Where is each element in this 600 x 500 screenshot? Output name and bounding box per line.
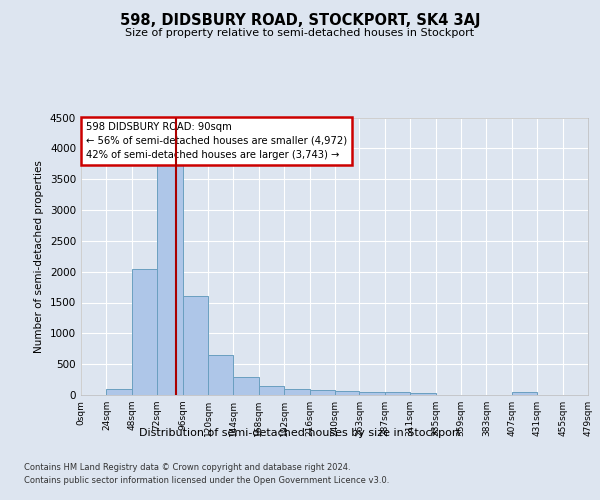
Bar <box>233 377 259 395</box>
Bar <box>385 392 410 395</box>
Y-axis label: Number of semi-detached properties: Number of semi-detached properties <box>34 160 44 352</box>
Text: Size of property relative to semi-detached houses in Stockport: Size of property relative to semi-detach… <box>125 28 475 38</box>
Bar <box>335 390 359 395</box>
Text: Distribution of semi-detached houses by size in Stockport: Distribution of semi-detached houses by … <box>139 428 461 438</box>
Text: 598, DIDSBURY ROAD, STOCKPORT, SK4 3AJ: 598, DIDSBURY ROAD, STOCKPORT, SK4 3AJ <box>120 12 480 28</box>
Text: Contains public sector information licensed under the Open Government Licence v3: Contains public sector information licen… <box>24 476 389 485</box>
Bar <box>182 296 208 395</box>
Bar <box>132 268 157 395</box>
Bar <box>208 355 233 395</box>
Bar <box>359 392 385 395</box>
Text: 598 DIDSBURY ROAD: 90sqm
← 56% of semi-detached houses are smaller (4,972)
42% o: 598 DIDSBURY ROAD: 90sqm ← 56% of semi-d… <box>86 122 347 160</box>
Bar <box>284 389 310 395</box>
Bar <box>157 162 182 395</box>
Bar <box>512 392 537 395</box>
Bar <box>310 390 335 395</box>
Bar <box>410 393 436 395</box>
Bar <box>106 389 132 395</box>
Bar <box>259 386 284 395</box>
Text: Contains HM Land Registry data © Crown copyright and database right 2024.: Contains HM Land Registry data © Crown c… <box>24 462 350 471</box>
